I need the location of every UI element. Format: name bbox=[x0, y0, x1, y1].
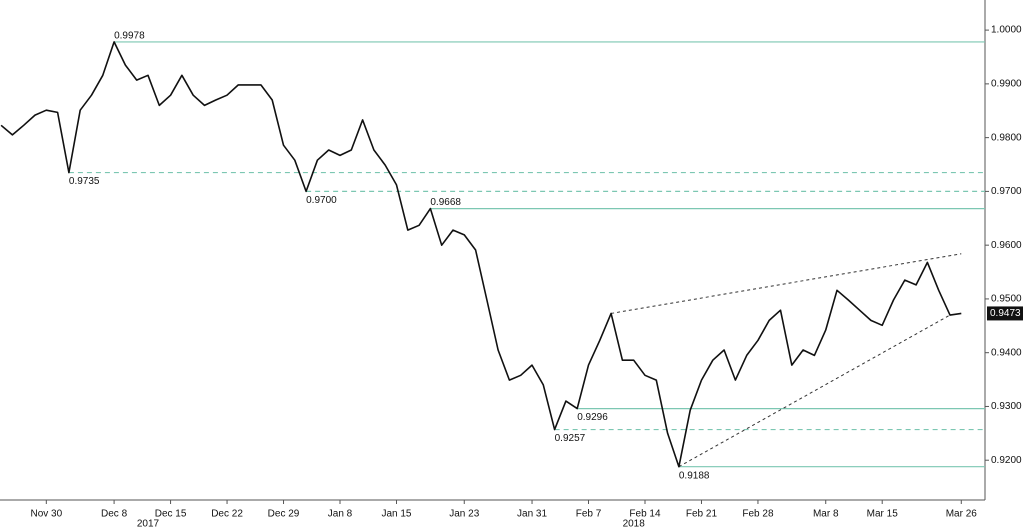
y-tick-label: 0.9800 bbox=[991, 132, 1022, 143]
level-label: 0.9978 bbox=[114, 31, 145, 42]
y-tick-label: 0.9400 bbox=[991, 347, 1022, 358]
trend-line bbox=[611, 253, 962, 314]
y-tick-label: 0.9900 bbox=[991, 79, 1022, 90]
x-tick-label: Jan 31 bbox=[517, 509, 547, 520]
x-tick-label: Jan 8 bbox=[328, 509, 353, 520]
y-tick-label: 0.9600 bbox=[991, 240, 1022, 251]
year-label: 2018 bbox=[623, 519, 646, 529]
level-label: 0.9668 bbox=[430, 197, 461, 208]
x-tick-label: Mar 15 bbox=[867, 509, 899, 520]
y-tick-label: 0.9500 bbox=[991, 294, 1022, 305]
y-tick-label: 1.0000 bbox=[991, 25, 1022, 36]
level-label: 0.9296 bbox=[577, 412, 608, 423]
x-tick-label: Jan 15 bbox=[381, 509, 411, 520]
y-tick-label: 0.9200 bbox=[991, 455, 1022, 466]
y-tick-label: 0.9700 bbox=[991, 186, 1022, 197]
level-label: 0.9700 bbox=[306, 195, 337, 206]
x-tick-label: Feb 28 bbox=[742, 509, 774, 520]
x-tick-label: Dec 22 bbox=[211, 509, 243, 520]
last-price-label: 0.9473 bbox=[990, 308, 1021, 319]
trend-line bbox=[678, 314, 951, 468]
x-tick-label: Nov 30 bbox=[30, 509, 62, 520]
x-tick-label: Mar 26 bbox=[946, 509, 978, 520]
x-tick-label: Jan 23 bbox=[449, 509, 479, 520]
level-label: 0.9257 bbox=[555, 433, 586, 444]
x-tick-label: Dec 29 bbox=[268, 509, 300, 520]
price-line bbox=[0, 41, 962, 468]
last-price-box bbox=[987, 306, 1023, 321]
x-tick-label: Feb 21 bbox=[686, 509, 718, 520]
y-tick-label: 0.9300 bbox=[991, 401, 1022, 412]
level-label: 0.9735 bbox=[69, 176, 100, 187]
x-tick-label: Mar 8 bbox=[813, 509, 839, 520]
x-tick-label: Feb 7 bbox=[576, 509, 602, 520]
year-label: 2017 bbox=[137, 519, 160, 529]
x-tick-label: Dec 15 bbox=[155, 509, 187, 520]
x-tick-label: Dec 8 bbox=[101, 509, 128, 520]
x-tick-label: Feb 14 bbox=[629, 509, 661, 520]
level-label: 0.9188 bbox=[679, 470, 710, 481]
